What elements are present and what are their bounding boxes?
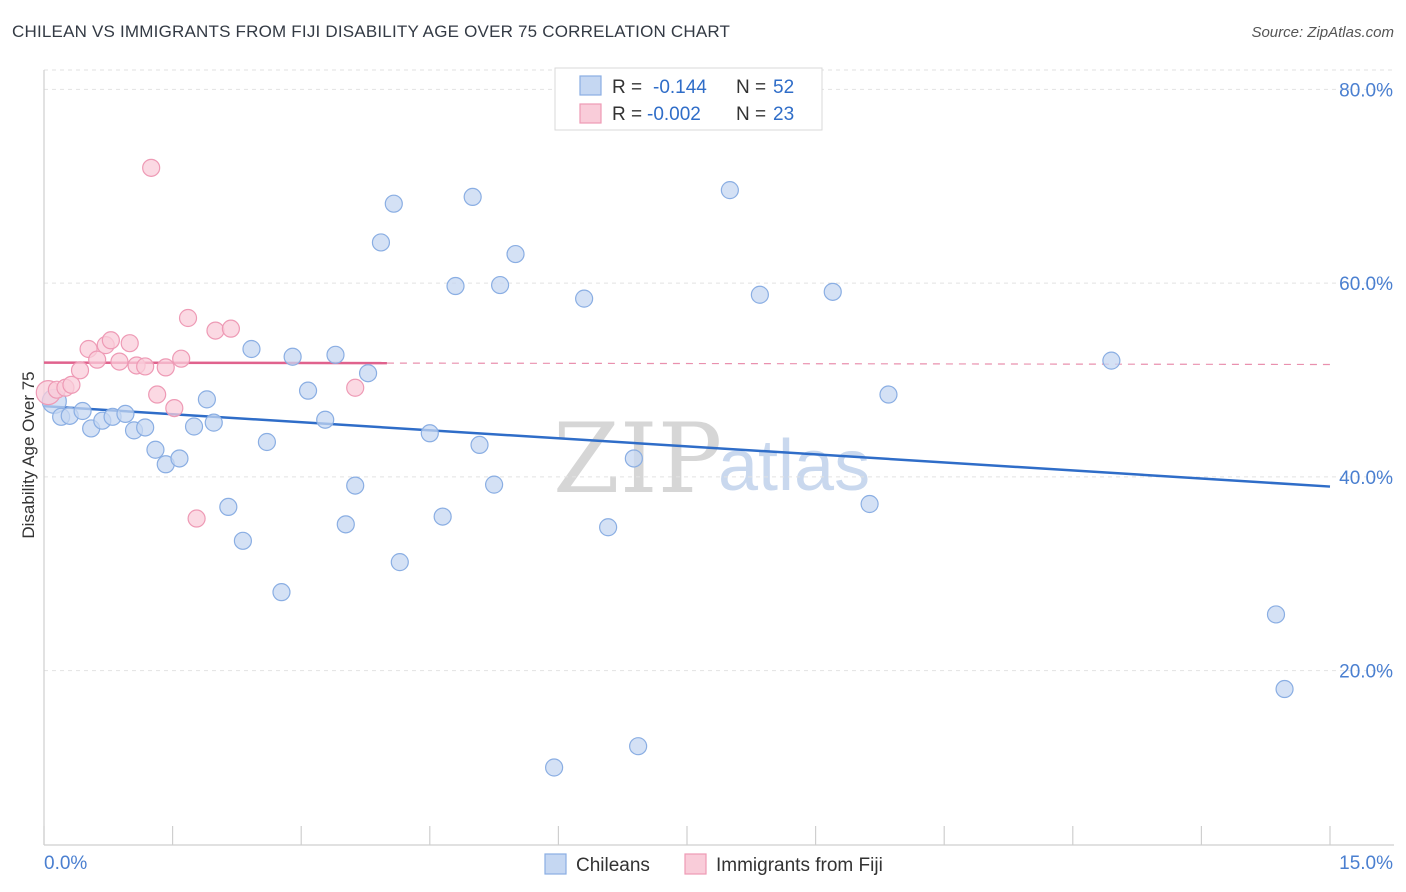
legend-n-label-1: N = (736, 77, 766, 98)
chilean-point (219, 497, 238, 517)
legend-swatch-chileans (579, 75, 602, 96)
legend-r-value-2: -0.002 (647, 104, 701, 125)
chilean-point (371, 233, 391, 252)
legend: R = -0.144 N = 52 R = -0.002 N = 23 (554, 67, 823, 131)
chilean-point (720, 181, 739, 200)
chilean-point (170, 449, 189, 468)
fiji-point (101, 331, 120, 350)
bottom-legend: Chileans Immigrants from Fiji (544, 853, 883, 876)
chilean-point (1102, 351, 1121, 370)
chart-title: CHILEAN VS IMMIGRANTS FROM FIJI DISABILI… (12, 22, 731, 41)
legend-r-label-2: R = (612, 104, 642, 125)
y-tick-label: 20.0% (1339, 662, 1393, 683)
chilean-point (433, 507, 452, 526)
chilean-point (346, 476, 365, 495)
legend-r-label-1: R = (612, 77, 642, 98)
fiji-point (221, 319, 240, 338)
chilean-point (184, 417, 204, 436)
chilean-point (233, 531, 253, 550)
chilean-point (136, 418, 155, 437)
chilean-point (470, 435, 489, 455)
bottom-legend-chileans: Chileans (576, 855, 650, 876)
legend-n-label-2: N = (736, 104, 766, 125)
chilean-point (1275, 679, 1294, 699)
fiji-point (172, 349, 191, 368)
chilean-point (204, 413, 223, 432)
fiji-point (88, 350, 107, 369)
fiji-point (178, 308, 198, 328)
chilean-point (545, 758, 564, 777)
chilean-point (326, 345, 345, 364)
source-label: Source: ZipAtlas.com (1251, 24, 1394, 41)
legend-r-value-1: -0.144 (653, 77, 707, 98)
points-layer (35, 158, 1294, 777)
fiji-point (346, 378, 365, 397)
chilean-point (336, 515, 355, 534)
chilean-point (879, 385, 898, 404)
chilean-point (629, 737, 648, 756)
grid-layer (44, 69, 1394, 672)
chilean-point (750, 285, 769, 304)
y-tick-label: 40.0% (1339, 468, 1393, 489)
fiji-point (62, 375, 81, 394)
chilean-point (624, 449, 643, 468)
chilean-point (491, 275, 510, 295)
fiji-point (136, 357, 155, 376)
legend-swatch-fiji (579, 103, 602, 124)
chilean-point (73, 401, 92, 421)
chilean-point (298, 381, 318, 400)
chilean-point (446, 276, 465, 296)
y-tick-label: 60.0% (1339, 274, 1393, 295)
fiji-point (142, 158, 161, 177)
chilean-point (860, 494, 879, 514)
chilean-point (599, 518, 618, 537)
fiji-point (70, 361, 90, 380)
fiji-point (165, 398, 184, 418)
fiji-point (187, 509, 206, 528)
chilean-point (485, 475, 504, 494)
chilean-point (242, 339, 261, 359)
fiji-point (206, 321, 225, 340)
chilean-point (197, 390, 216, 409)
tick-label-layer: 20.0% 40.0% 60.0% 80.0% 0.0% 15.0% (44, 80, 1393, 874)
fiji-point (120, 334, 139, 353)
trend-line-fiji-dashed (386, 362, 1331, 366)
chilean-point (384, 194, 403, 213)
chilean-point (420, 424, 439, 443)
x-tick-label: 15.0% (1339, 853, 1393, 874)
bottom-legend-fiji: Immigrants from Fiji (716, 855, 883, 876)
bottom-legend-swatch-chileans (544, 853, 567, 875)
fiji-point (110, 352, 129, 371)
chilean-point (506, 244, 525, 264)
chilean-point (463, 187, 482, 207)
y-tick-label: 80.0% (1339, 80, 1393, 101)
chilean-point (116, 404, 135, 424)
y-axis-label: Disability Age Over 75 (19, 371, 38, 538)
chilean-point (146, 440, 165, 459)
watermark-atlas: atlas (718, 426, 870, 506)
chilean-point (358, 364, 378, 383)
x-tick-label: 0.0% (44, 853, 87, 874)
chilean-point (1266, 605, 1286, 624)
fiji-point (156, 358, 175, 377)
chilean-point (257, 432, 277, 452)
chilean-point (823, 282, 842, 301)
fiji-point (148, 385, 167, 404)
axis-layer (43, 70, 1394, 846)
chilean-point (575, 289, 594, 308)
chilean-point (316, 410, 335, 429)
legend-n-value-1: 52 (773, 77, 794, 98)
chilean-point (390, 553, 409, 572)
chilean-point (272, 583, 291, 602)
chilean-point (283, 347, 302, 366)
trend-line-chileans (43, 404, 1331, 488)
legend-n-value-2: 23 (773, 104, 794, 125)
bottom-legend-swatch-fiji (684, 853, 707, 875)
